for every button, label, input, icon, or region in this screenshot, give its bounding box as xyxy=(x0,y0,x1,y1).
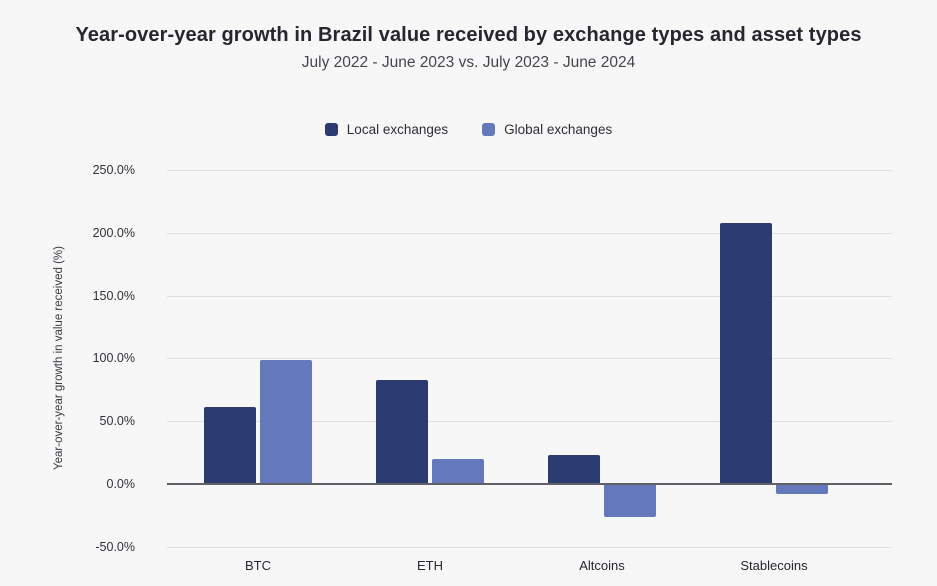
legend-swatch-local xyxy=(324,123,338,136)
legend-label-local: Local exchanges xyxy=(346,122,449,137)
bar-eth-global-exchanges xyxy=(432,458,484,484)
y-tick-label: 150.0% xyxy=(92,288,135,303)
y-tick-label: -50.0% xyxy=(95,539,135,554)
legend-item-local-exchanges: Local exchanges xyxy=(324,122,449,137)
legend-swatch-global xyxy=(482,123,496,136)
x-axis-label-eth: ETH xyxy=(417,558,443,573)
y-tick-label: 100.0% xyxy=(92,351,135,366)
bar-stablecoins-global-exchanges xyxy=(776,484,828,495)
y-tick-label: 50.0% xyxy=(99,414,135,429)
legend-label-global: Global exchanges xyxy=(504,122,613,137)
bar-btc-local-exchanges xyxy=(204,407,256,484)
gridline xyxy=(167,421,892,423)
plot-area: BTC ETH Altcoins Stablecoins xyxy=(167,170,892,573)
legend-item-global-exchanges: Global exchanges xyxy=(482,122,612,137)
zero-axis-line xyxy=(167,483,892,485)
y-tick-label: 200.0% xyxy=(92,225,135,240)
bar-altcoins-local-exchanges xyxy=(548,455,600,484)
gridline xyxy=(167,170,892,171)
legend: Local exchanges Global exchanges xyxy=(0,122,937,137)
bar-eth-local-exchanges xyxy=(376,379,428,484)
y-axis-tick-labels: 250.0% 200.0% 150.0% 100.0% 50.0% 0.0% -50.0% xyxy=(0,163,136,554)
page-subtitle: July 2022 - June 2023 vs. July 2023 - Ju… xyxy=(301,54,636,71)
bar-altcoins-global-exchanges xyxy=(604,484,656,517)
y-tick-label: 250.0% xyxy=(92,163,135,177)
gridline xyxy=(167,295,892,297)
y-tick-label: 0.0% xyxy=(106,477,136,491)
x-axis-label-btc: BTC xyxy=(245,558,271,573)
gridline xyxy=(167,232,892,234)
gridline xyxy=(167,546,892,548)
bar-btc-global-exchanges xyxy=(260,359,312,484)
page-title: Year-over-year growth in Brazil value re… xyxy=(75,24,862,46)
gridline xyxy=(167,358,892,360)
bar-stablecoins-local-exchanges xyxy=(720,222,772,484)
x-axis-label-altcoins: Altcoins xyxy=(579,558,625,573)
x-axis-label-stablecoins: Stablecoins xyxy=(740,558,808,573)
